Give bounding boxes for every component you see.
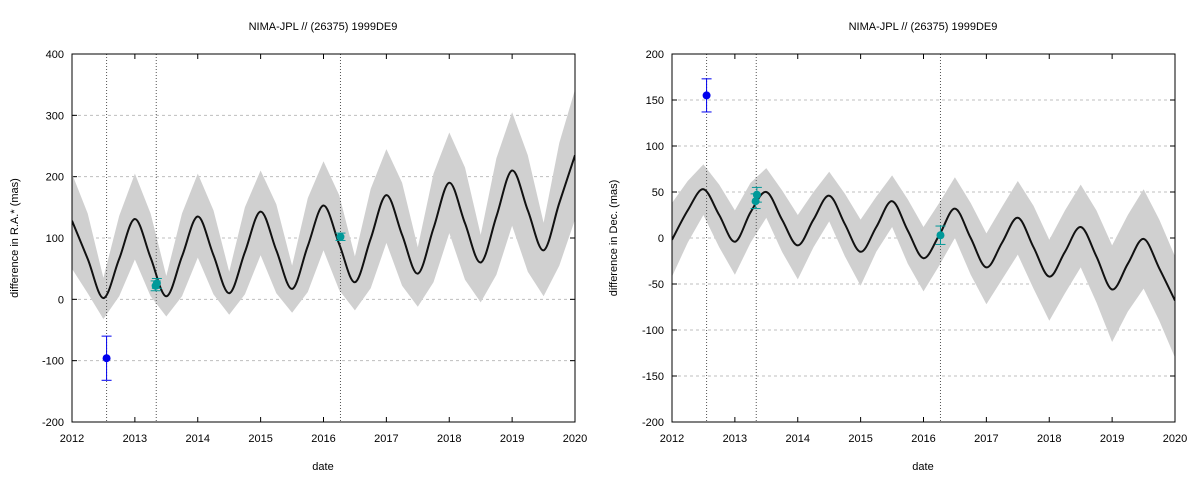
model-line [72,154,575,300]
y-tick-label: 0 [658,233,664,245]
y-tick-label: 150 [646,95,664,107]
plot-frame [71,53,576,423]
data-point [936,231,945,240]
x-tick-label: 2014 [786,433,810,445]
dec-panel: NIMA-JPL // (26375) 1999DE9 difference i… [608,21,1187,473]
y-tick-label: -100 [42,356,64,368]
plot-area: -200 -150 -100 -50 0 50 100 150 200 2012 2013 2014 2… [642,49,1187,445]
y-tick-label: -50 [648,279,664,291]
plot-area: -200 -100 0 100 200 300 400 2012 2013 2014 2015 201… [42,49,587,445]
chart-title: NIMA-JPL // (26375) 1999DE9 [249,21,398,33]
data-point [702,91,711,100]
x-tick-label: 2016 [911,433,935,445]
x-tick-label: 2015 [248,433,272,445]
plot-content [672,54,1175,422]
y-tick-label: 200 [646,49,664,61]
y-tick-label: 300 [46,110,64,122]
uncertainty-band [72,89,575,319]
x-tick-label: 2020 [1163,433,1187,445]
y-tick-label: -100 [642,325,664,337]
y-tick-label: 200 [46,172,64,184]
ra-panel: NIMA-JPL // (26375) 1999DE9 difference i… [9,21,587,473]
y-tick-label: 400 [46,49,64,61]
y-axis-label: difference in R.A.* (mas) [9,178,21,298]
x-axis-label: date [312,461,333,473]
plot-content [72,54,575,422]
y-tick-label: -200 [642,417,664,429]
y-tick-label: 50 [652,187,664,199]
x-tick-label: 2017 [974,433,998,445]
x-tick-label: 2020 [563,433,587,445]
y-tick-label: 100 [46,233,64,245]
x-tick-label: 2014 [186,433,210,445]
x-tick-label: 2012 [660,433,684,445]
y-tick-label: 100 [646,141,664,153]
plot-frame [671,53,1176,423]
chart-title: NIMA-JPL // (26375) 1999DE9 [849,21,998,33]
y-axis-label: difference in Dec. (mas) [608,180,620,297]
data-point [752,190,761,199]
y-tick-label: -150 [642,371,664,383]
x-tick-label: 2013 [123,433,147,445]
y-tick-label: 0 [58,294,64,306]
x-tick-label: 2017 [374,433,398,445]
x-tick-label: 2018 [437,433,461,445]
x-tick-label: 2019 [500,433,524,445]
data-point [152,279,161,288]
uncertainty-band [672,164,1175,358]
x-tick-label: 2013 [723,433,747,445]
x-tick-label: 2015 [848,433,872,445]
x-tick-label: 2019 [1100,433,1124,445]
data-point [751,197,760,206]
data-point [102,354,111,363]
x-tick-label: 2018 [1037,433,1061,445]
x-tick-label: 2012 [60,433,84,445]
y-tick-label: -200 [42,417,64,429]
x-tick-label: 2016 [311,433,335,445]
x-axis-label: date [912,461,933,473]
data-point [336,232,345,241]
